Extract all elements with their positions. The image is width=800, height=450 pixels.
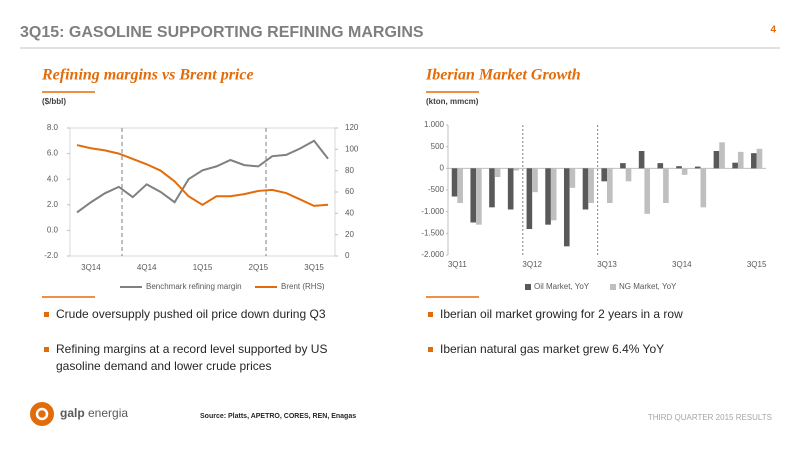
y2-tick-label: 60 (345, 187, 354, 196)
bar (719, 142, 725, 169)
bar (476, 168, 482, 225)
x-tick-label: 3Q11 (448, 260, 468, 269)
brand: galp (60, 406, 85, 420)
bar (507, 168, 514, 210)
bar (663, 168, 669, 203)
legend-swatch (525, 284, 531, 290)
x-tick-label: 1Q15 (193, 263, 213, 272)
bar (513, 168, 520, 171)
bar (563, 168, 570, 247)
bullet-text: Refining margins at a record level suppo… (56, 342, 327, 356)
brand: energia (88, 406, 128, 420)
bar (532, 168, 538, 193)
bar (694, 166, 701, 169)
bullet-marker (428, 347, 433, 352)
chart-unit: (kton, mmcm) (426, 97, 479, 106)
bar (545, 168, 551, 225)
bar (644, 168, 651, 214)
slide-title: 3Q15: GASOLINE SUPPORTING REFINING MARGI… (20, 24, 424, 41)
y-tick-label: 8.0 (47, 123, 59, 132)
x-tick-label: 3Q15 (747, 260, 767, 269)
series-line (76, 144, 329, 207)
bullet-marker (44, 312, 49, 317)
bar (550, 168, 557, 221)
y-tick-label: 1.000 (424, 120, 445, 129)
bullet-text: Iberian oil market growing for 2 years i… (440, 307, 683, 321)
bar (700, 168, 707, 208)
x-tick-label: 3Q15 (304, 263, 324, 272)
legend-label: Benchmark refining margin (146, 282, 242, 291)
y-tick-label: 0.0 (47, 226, 59, 235)
y-tick-label: 2.0 (47, 200, 59, 209)
x-tick-label: 3Q14 (672, 260, 692, 269)
bar (601, 168, 607, 182)
legend-label: Oil Market, YoY (534, 282, 590, 291)
bullet-marker (428, 312, 433, 317)
bar (470, 168, 477, 223)
bar (582, 168, 589, 210)
y-tick-label: -1.500 (421, 228, 444, 237)
chart-title: Refining margins vs Brent price (41, 67, 254, 84)
y2-tick-label: 80 (345, 166, 354, 175)
x-tick-label: 3Q13 (597, 260, 617, 269)
y2-tick-label: 0 (345, 251, 350, 260)
bar (751, 153, 757, 169)
bar (457, 168, 463, 203)
bar (681, 168, 688, 175)
y2-tick-label: 40 (345, 208, 354, 217)
bar (451, 168, 458, 197)
bar (657, 163, 664, 169)
y-tick-label: -2.000 (421, 250, 444, 259)
legend-label: Brent (RHS) (281, 282, 325, 291)
source: Source: Platts, APETRO, CORES, REN, Enag… (200, 413, 356, 420)
bar (588, 168, 594, 203)
bullet-text: Crude oversupply pushed oil price down d… (56, 307, 326, 321)
x-tick-label: 2Q15 (249, 263, 269, 272)
y-tick-label: 0 (440, 163, 445, 172)
y-tick-label: -1.000 (421, 207, 444, 216)
series-line (76, 139, 329, 214)
chart-unit: ($/bbl) (42, 97, 66, 106)
bar (494, 168, 501, 177)
bullet-marker (44, 347, 49, 352)
y-tick-label: 6.0 (47, 149, 59, 158)
y2-tick-label: 100 (345, 144, 359, 153)
bar (526, 168, 533, 229)
bar (489, 168, 495, 208)
bar (569, 168, 576, 188)
bar (737, 151, 744, 169)
results-label: THIRD QUARTER 2015 RESULTS (648, 413, 772, 422)
x-tick-label: 3Q12 (522, 260, 542, 269)
bar (620, 163, 626, 169)
bar (638, 151, 645, 169)
y-tick-label: 4.0 (47, 174, 59, 183)
bar (625, 168, 632, 182)
y-tick-label: -2.0 (44, 251, 58, 260)
bar (676, 166, 682, 169)
logo (30, 402, 54, 426)
legend-label: NG Market, YoY (619, 282, 677, 291)
bar (756, 148, 763, 169)
bullet-text: gasoline demand and lower crude prices (56, 359, 271, 373)
y-tick-label: 500 (431, 142, 445, 151)
logo (35, 407, 49, 421)
x-tick-label: 4Q14 (137, 263, 157, 272)
bar (713, 151, 720, 169)
bullet-text: Iberian natural gas market grew 6.4% YoY (440, 342, 664, 356)
bar (732, 162, 738, 169)
legend-swatch (610, 284, 616, 290)
y2-tick-label: 20 (345, 230, 354, 239)
y2-tick-label: 120 (345, 123, 359, 132)
bar (607, 168, 613, 203)
y-tick-label: -500 (428, 185, 445, 194)
x-tick-label: 3Q14 (81, 263, 101, 272)
chart-title: Iberian Market Growth (425, 67, 581, 84)
page-number: 4 (770, 25, 776, 36)
